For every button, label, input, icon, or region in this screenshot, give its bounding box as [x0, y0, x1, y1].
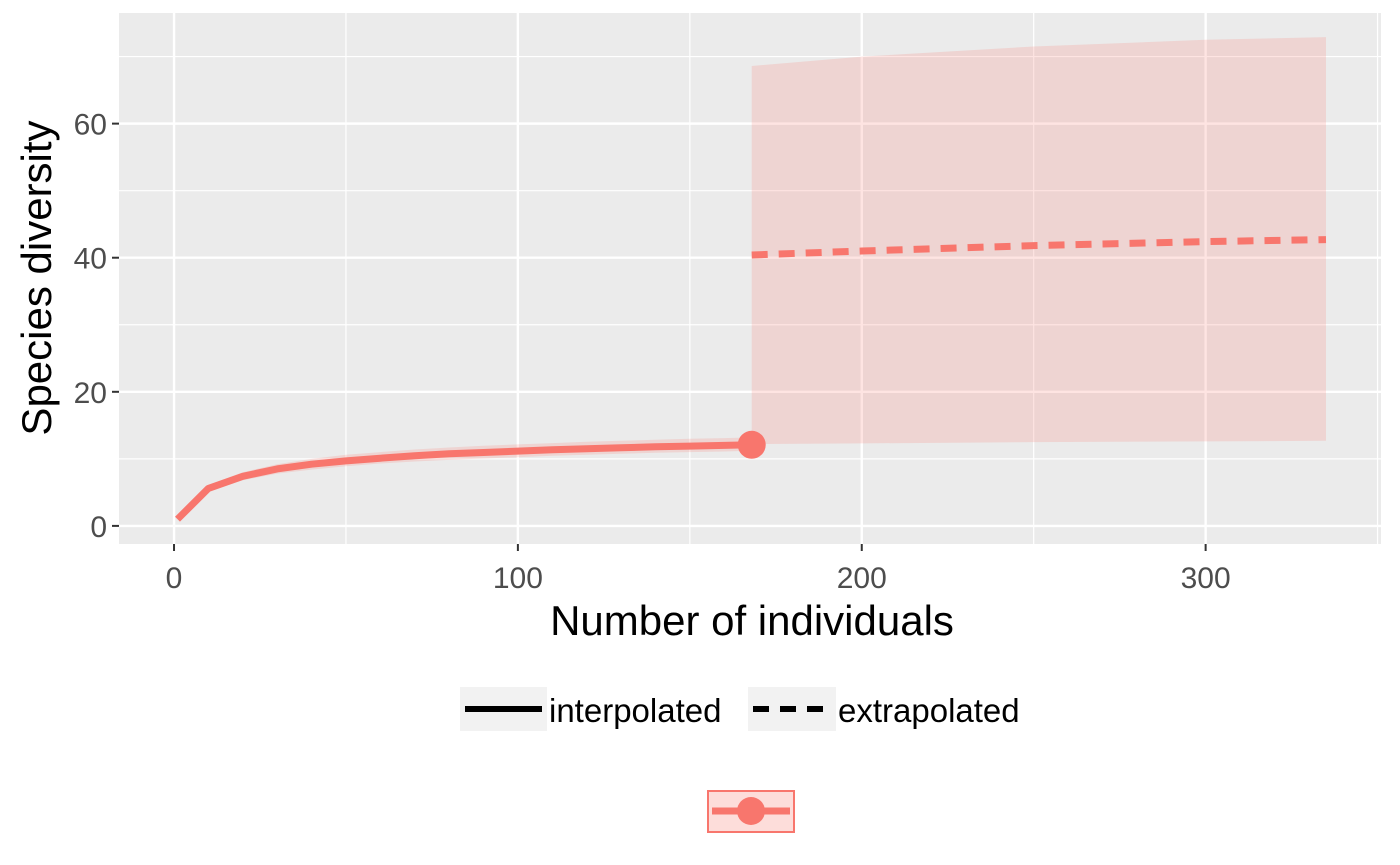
series-lines: [175, 236, 1327, 522]
y-tick-label: 60: [74, 109, 107, 142]
legend-label-extrapolated: extrapolated: [838, 692, 1020, 729]
x-tick-label: 100: [493, 562, 543, 595]
x-tick-label: 300: [1181, 562, 1231, 595]
confidence-bands: [177, 37, 1326, 520]
observed-point: [737, 430, 766, 459]
y-tick-label: 40: [74, 243, 107, 276]
interpolated-line: [175, 441, 752, 522]
y-tick-label: 0: [90, 511, 107, 544]
y-tick-label: 20: [74, 377, 107, 410]
color-legend-point-icon: [737, 797, 765, 825]
x-axis-title: Number of individuals: [550, 597, 954, 644]
y-axis-title: Species diversity: [13, 120, 60, 435]
x-tick-label: 200: [837, 562, 887, 595]
grid: [119, 13, 1381, 544]
interpolated-confidence-band: [177, 437, 752, 520]
extrapolated-confidence-band: [751, 37, 1326, 445]
extrapolated-line: [751, 236, 1327, 259]
x-tick-label: 0: [166, 562, 183, 595]
color-legend: [707, 790, 795, 833]
legend-label-interpolated: interpolated: [549, 692, 721, 729]
linetype-legend: interpolated extrapolated: [460, 687, 1020, 731]
axes: 0 100 200 300 0 20 40 60: [74, 109, 1231, 595]
